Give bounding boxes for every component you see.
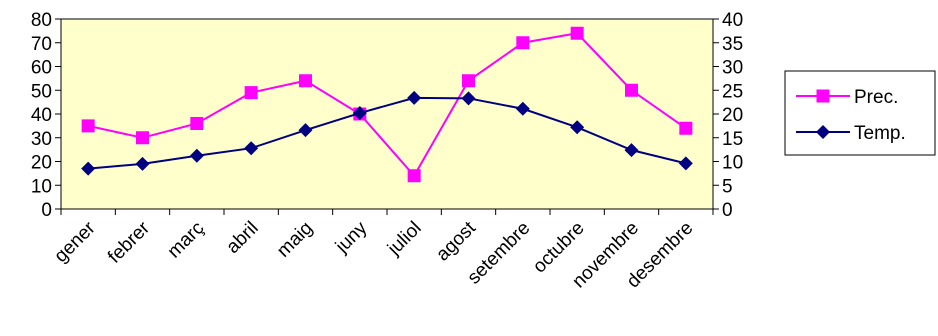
left-y-tick-label: 70 xyxy=(31,34,52,55)
series-line-1 xyxy=(87,32,687,178)
legend-box xyxy=(784,70,936,156)
left-y-tick-label: 0 xyxy=(41,200,52,221)
right-y-tick-label: 25 xyxy=(722,81,743,102)
left-y-tick-label: 80 xyxy=(31,10,52,31)
legend: Prec. Temp. xyxy=(784,70,936,156)
x-axis: gener febrer març abril maig juny juliol agosts… xyxy=(50,209,714,292)
series-2-point xyxy=(570,120,585,135)
left-y-tick-label: 50 xyxy=(31,81,52,102)
series-2-point xyxy=(352,106,367,121)
legend-marker-2 xyxy=(816,125,830,139)
series-1-point xyxy=(81,119,95,133)
right-y-tick-label: 10 xyxy=(722,153,743,174)
right-y-tick-label: 20 xyxy=(722,105,743,126)
right-y-tick-label: 30 xyxy=(722,58,743,79)
series-2-point xyxy=(624,143,639,158)
x-category-label: maig xyxy=(273,218,317,262)
series-2-point xyxy=(189,148,204,163)
right-y-tick-label: 5 xyxy=(722,176,733,197)
series-line-2 xyxy=(88,96,687,170)
series-2-point xyxy=(298,123,313,138)
left-y-tick-label: 30 xyxy=(31,129,52,150)
series-1-point xyxy=(299,74,312,88)
series-2-point xyxy=(407,90,422,105)
series-2-point xyxy=(135,156,150,171)
left-y-tick-label: 40 xyxy=(31,105,52,126)
series-2-point xyxy=(515,101,530,116)
series-1-point xyxy=(407,169,421,183)
x-category-label: juliol xyxy=(383,218,425,260)
legend-marker-1 xyxy=(816,89,830,103)
series-2-point xyxy=(678,156,693,171)
plot-area xyxy=(60,18,714,210)
legend-label-1: Prec. xyxy=(854,87,898,108)
legend-label-2: Temp. xyxy=(854,123,906,144)
series-1-point xyxy=(190,117,204,130)
series-1-point xyxy=(136,131,149,145)
series-2-point xyxy=(81,161,96,176)
series-1-point xyxy=(679,121,693,135)
right-y-tick-label: 35 xyxy=(722,34,743,55)
x-category-label: març xyxy=(164,218,209,263)
series-1-point xyxy=(625,83,638,97)
x-category-label: abril xyxy=(222,218,262,258)
series-2-point xyxy=(461,91,476,106)
right-y-tick-label: 0 xyxy=(722,200,733,221)
x-category-label: gener xyxy=(50,217,100,267)
right-y-tick-label: 40 xyxy=(722,10,743,31)
x-category-label: agost xyxy=(432,217,480,265)
left-y-tick-label: 60 xyxy=(31,58,52,79)
left-y-tick-label: 10 xyxy=(31,176,52,197)
x-category-label: febrer xyxy=(104,217,154,267)
right-y-tick-label: 15 xyxy=(722,129,743,150)
left-y-tick-label: 20 xyxy=(31,153,52,174)
x-category-label: juny xyxy=(331,217,372,258)
series-1-point xyxy=(462,74,475,88)
series-1-point xyxy=(244,86,258,100)
series-2-point xyxy=(244,141,259,156)
series-1-point xyxy=(570,26,584,40)
series-1-point xyxy=(516,36,530,50)
series-layer xyxy=(81,26,693,183)
